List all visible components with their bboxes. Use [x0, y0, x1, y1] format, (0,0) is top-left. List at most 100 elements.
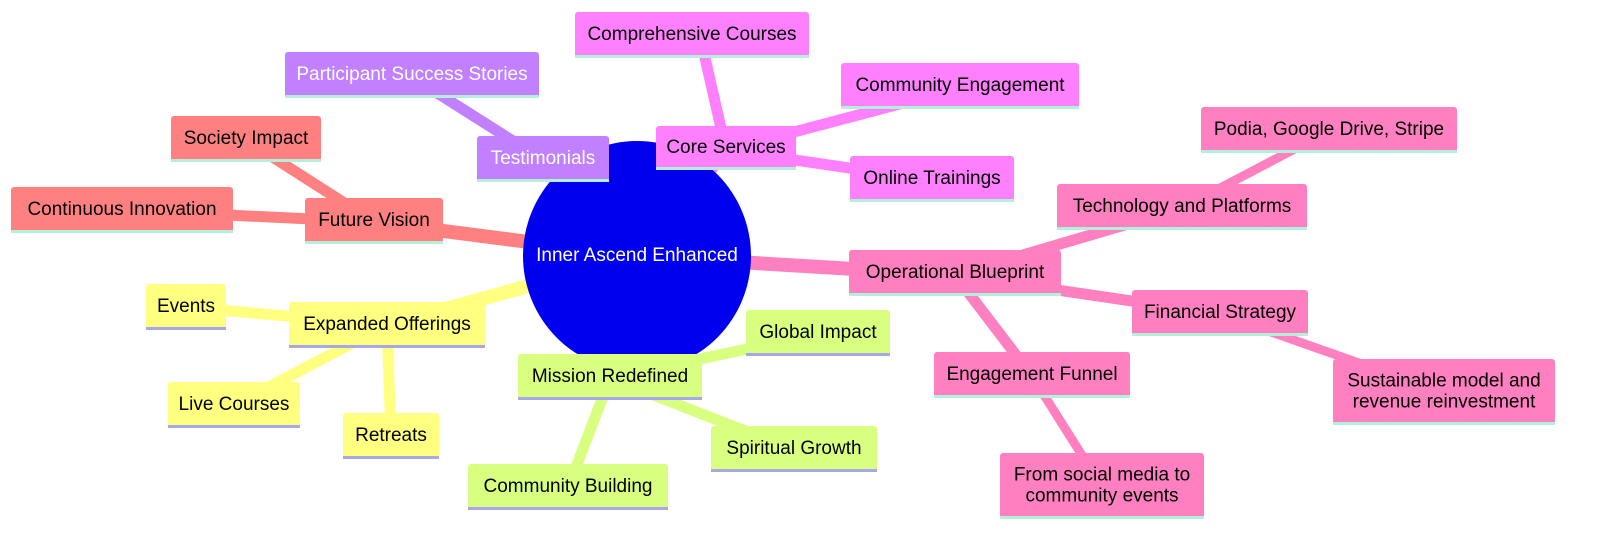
- node-mission-redefined[interactable]: Mission Redefined: [518, 354, 702, 400]
- node-testimonials-underline: [477, 179, 609, 182]
- node-technology-and-platforms-label: Technology and Platforms: [1073, 196, 1292, 217]
- node-global-impact-box: [746, 310, 890, 356]
- node-online-trainings[interactable]: Online Trainings: [850, 156, 1014, 202]
- node-global-impact-underline: [746, 353, 890, 356]
- node-engagement-funnel-box: [934, 352, 1130, 398]
- node-live-courses[interactable]: Live Courses: [168, 382, 300, 428]
- node-live-courses-underline: [168, 425, 300, 428]
- node-social-to-community-underline: [1000, 516, 1204, 519]
- node-expanded-offerings-box: [289, 302, 485, 348]
- node-mission-redefined-underline: [518, 397, 702, 400]
- node-community-building-box: [468, 464, 668, 510]
- node-podia-google-drive-stripe-box: [1201, 107, 1457, 153]
- node-operational-blueprint-label: Operational Blueprint: [866, 262, 1045, 283]
- node-mission-redefined-box: [518, 354, 702, 400]
- node-events[interactable]: Events: [146, 284, 226, 330]
- node-continuous-innovation-box: [11, 187, 233, 233]
- node-online-trainings-label: Online Trainings: [863, 168, 1000, 189]
- node-global-impact[interactable]: Global Impact: [746, 310, 890, 356]
- node-community-engagement-underline: [841, 106, 1079, 109]
- node-podia-google-drive-stripe-underline: [1201, 150, 1457, 153]
- node-continuous-innovation-label: Continuous Innovation: [27, 199, 216, 220]
- node-community-building-underline: [468, 507, 668, 510]
- node-online-trainings-underline: [850, 199, 1014, 202]
- node-online-trainings-box: [850, 156, 1014, 202]
- node-spiritual-growth[interactable]: Spiritual Growth: [711, 426, 877, 472]
- node-operational-blueprint-box: [849, 250, 1061, 296]
- node-community-engagement-label: Community Engagement: [855, 75, 1065, 96]
- node-comprehensive-courses-box: [575, 12, 809, 58]
- node-engagement-funnel-label: Engagement Funnel: [946, 364, 1117, 385]
- node-mission-redefined-label: Mission Redefined: [532, 366, 688, 387]
- node-sustainable-model-box: [1333, 359, 1555, 425]
- node-future-vision[interactable]: Future Vision: [305, 198, 443, 244]
- node-expanded-offerings-label: Expanded Offerings: [303, 314, 471, 335]
- node-technology-and-platforms-box: [1057, 184, 1307, 230]
- node-social-to-community-box: [1000, 453, 1204, 519]
- node-community-building-label: Community Building: [484, 476, 653, 497]
- node-society-impact-label: Society Impact: [184, 128, 309, 149]
- node-events-underline: [146, 327, 226, 330]
- node-global-impact-label: Global Impact: [759, 322, 877, 343]
- node-community-engagement[interactable]: Community Engagement: [841, 63, 1079, 109]
- node-society-impact[interactable]: Society Impact: [171, 116, 321, 162]
- node-testimonials-box: [477, 136, 609, 182]
- node-events-box: [146, 284, 226, 330]
- node-engagement-funnel-underline: [934, 395, 1130, 398]
- node-future-vision-underline: [305, 241, 443, 244]
- node-expanded-offerings[interactable]: Expanded Offerings: [289, 302, 485, 348]
- node-retreats-underline: [343, 456, 439, 459]
- node-core-services[interactable]: Core Services: [656, 126, 796, 170]
- node-podia-google-drive-stripe[interactable]: Podia, Google Drive, Stripe: [1201, 107, 1457, 153]
- node-financial-strategy-underline: [1132, 333, 1308, 336]
- node-retreats[interactable]: Retreats: [343, 413, 439, 459]
- root-node-label: Inner Ascend Enhanced: [536, 245, 738, 266]
- node-financial-strategy-box: [1132, 290, 1308, 336]
- node-retreats-box: [343, 413, 439, 459]
- node-participant-success-stories[interactable]: Participant Success Stories: [285, 52, 539, 98]
- node-operational-blueprint-underline: [849, 293, 1061, 296]
- node-social-to-community-label-line: community events: [1025, 486, 1178, 507]
- edges: [116, 30, 1449, 494]
- node-sustainable-model-label-line: Sustainable model and: [1347, 371, 1540, 392]
- node-spiritual-growth-underline: [711, 469, 877, 472]
- node-core-services-underline: [656, 167, 796, 170]
- node-sustainable-model-label-line: revenue reinvestment: [1353, 392, 1536, 413]
- node-community-engagement-box: [841, 63, 1079, 109]
- node-expanded-offerings-underline: [289, 345, 485, 348]
- node-financial-strategy-label: Financial Strategy: [1144, 302, 1297, 323]
- node-comprehensive-courses-label: Comprehensive Courses: [587, 24, 796, 45]
- node-core-services-box: [656, 126, 796, 170]
- node-podia-google-drive-stripe-label: Podia, Google Drive, Stripe: [1214, 119, 1444, 140]
- node-comprehensive-courses[interactable]: Comprehensive Courses: [575, 12, 809, 58]
- node-financial-strategy[interactable]: Financial Strategy: [1132, 290, 1308, 336]
- node-participant-success-stories-box: [285, 52, 539, 98]
- root-node[interactable]: Inner Ascend Enhanced: [523, 141, 751, 371]
- node-spiritual-growth-label: Spiritual Growth: [726, 438, 861, 459]
- node-society-impact-underline: [171, 159, 321, 162]
- node-engagement-funnel[interactable]: Engagement Funnel: [934, 352, 1130, 398]
- node-testimonials[interactable]: Testimonials: [477, 136, 609, 182]
- node-participant-success-stories-label: Participant Success Stories: [296, 64, 527, 85]
- node-social-to-community-label-line: From social media to: [1014, 465, 1190, 486]
- node-technology-and-platforms[interactable]: Technology and Platforms: [1057, 184, 1307, 230]
- root-node-circle: [523, 141, 751, 371]
- nodes: Inner Ascend Enhanced Core Services Compre…: [11, 12, 1555, 519]
- node-events-label: Events: [157, 296, 215, 317]
- node-testimonials-label: Testimonials: [491, 148, 596, 169]
- node-community-building[interactable]: Community Building: [468, 464, 668, 510]
- node-continuous-innovation-underline: [11, 230, 233, 233]
- node-operational-blueprint[interactable]: Operational Blueprint: [849, 250, 1061, 296]
- node-society-impact-box: [171, 116, 321, 162]
- node-core-services-label: Core Services: [666, 137, 785, 158]
- node-continuous-innovation[interactable]: Continuous Innovation: [11, 187, 233, 233]
- node-retreats-label: Retreats: [355, 425, 427, 446]
- node-technology-and-platforms-underline: [1057, 227, 1307, 230]
- node-participant-success-stories-underline: [285, 95, 539, 98]
- node-live-courses-box: [168, 382, 300, 428]
- node-future-vision-box: [305, 198, 443, 244]
- node-comprehensive-courses-underline: [575, 55, 809, 58]
